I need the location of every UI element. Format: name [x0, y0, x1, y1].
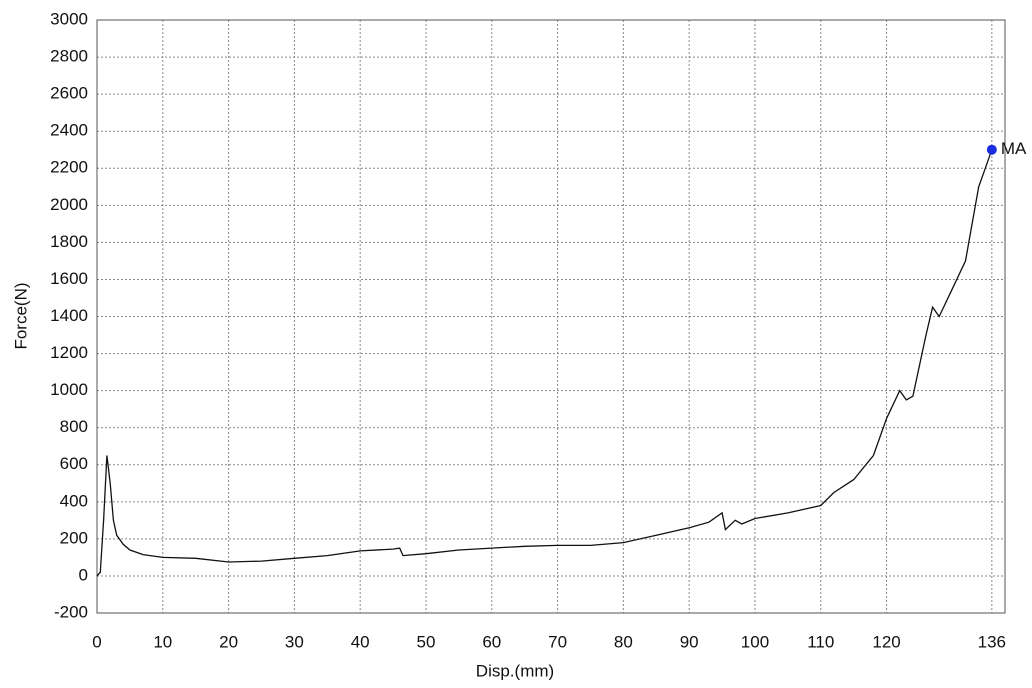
x-tick-label: 120 [872, 632, 900, 651]
y-tick-label: 2400 [50, 121, 88, 140]
y-tick-label: 600 [60, 454, 88, 473]
y-tick-label: 1600 [50, 269, 88, 288]
y-axis-label: Force(N) [11, 282, 30, 349]
y-tick-label: 2600 [50, 84, 88, 103]
plot-frame [96, 19, 1006, 614]
max-label: MA [1001, 139, 1027, 158]
x-tick-label: 80 [614, 632, 633, 651]
data-line [96, 149, 993, 577]
y-tick-label: 1000 [50, 380, 88, 399]
y-tick-label: 1200 [50, 343, 88, 362]
y-tick-label: 0 [79, 565, 88, 584]
x-tick-label: 20 [219, 632, 238, 651]
x-tick-label: 136 [978, 632, 1006, 651]
x-tick-label: 70 [548, 632, 567, 651]
y-tick-label: 400 [60, 491, 88, 510]
x-tick-label: 50 [417, 632, 436, 651]
y-tick-label: 200 [60, 528, 88, 547]
x-tick-label: 100 [741, 632, 769, 651]
x-tick-label: 30 [285, 632, 304, 651]
y-tick-label: 800 [60, 417, 88, 436]
x-tick-label: 60 [482, 632, 501, 651]
x-tick-label: 10 [153, 632, 172, 651]
x-tick-label: 0 [92, 632, 101, 651]
y-tick-label: 2000 [50, 195, 88, 214]
x-tick-label: 90 [680, 632, 699, 651]
y-tick-label: -200 [54, 602, 88, 621]
y-tick-label: 1800 [50, 232, 88, 251]
y-tick-label: 1400 [50, 306, 88, 325]
x-axis-label: Disp.(mm) [476, 661, 554, 680]
max-marker [986, 144, 997, 155]
y-tick-label: 2800 [50, 47, 88, 66]
x-tick-label: 40 [351, 632, 370, 651]
y-tick-label: 3000 [50, 9, 88, 28]
x-tick-label: 110 [807, 632, 834, 651]
y-tick-label: 2200 [50, 158, 88, 177]
